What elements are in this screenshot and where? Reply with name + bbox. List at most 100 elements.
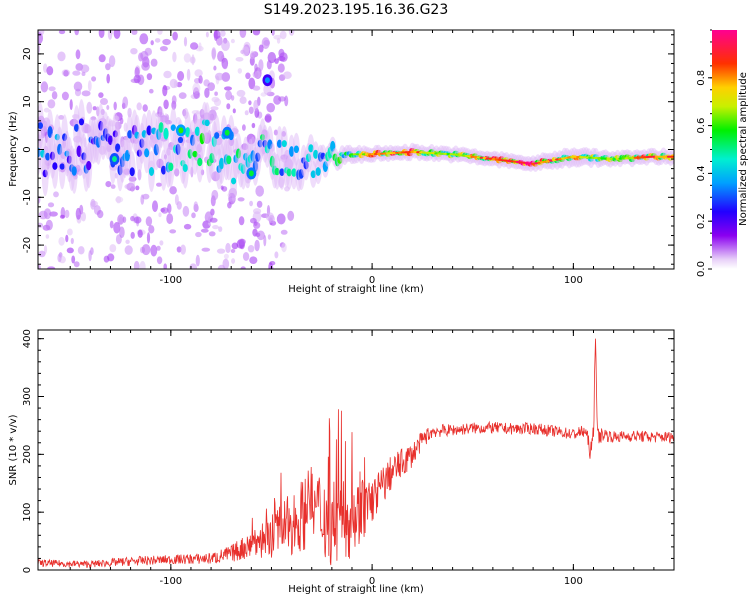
heatmap-speckle	[159, 240, 164, 246]
heatmap-cell	[281, 140, 287, 148]
colorbar-gradient	[712, 30, 737, 269]
heatmap-speckle	[254, 63, 258, 72]
heatmap-speckle	[64, 209, 70, 219]
heatmap-speckle	[148, 225, 155, 234]
heatmap-cell	[161, 165, 167, 175]
heatmap-speckle	[280, 229, 288, 235]
heatmap-speckle	[160, 207, 165, 213]
heatmap-speckle	[250, 217, 257, 224]
heatmap-speckle	[284, 95, 289, 107]
heatmap-speckle	[263, 39, 271, 46]
heatmap-speckle	[268, 215, 275, 224]
heatmap-cell	[115, 143, 121, 152]
heatmap-speckle	[113, 101, 117, 111]
heatmap-speckle	[268, 262, 273, 269]
heatmap-speckle	[46, 66, 54, 76]
heatmap-speckle	[244, 110, 249, 116]
heatmap-speckle	[237, 238, 246, 245]
heatmap-speckle	[266, 59, 272, 70]
heatmap-speckle	[51, 91, 58, 100]
heatmap-cell	[231, 177, 237, 185]
heatmap-speckle	[249, 200, 254, 207]
heatmap-speckle	[266, 102, 276, 113]
heatmap-speckle	[162, 38, 171, 46]
heatmap-speckle	[224, 86, 232, 91]
heatmap-speckle	[276, 213, 286, 225]
chart-title: S149.2023.195.16.36.G23	[264, 2, 449, 18]
heatmap-speckle	[163, 99, 169, 110]
heatmap-speckle	[163, 70, 172, 79]
spectrogram-x-axis-label: Height of straight line (km)	[288, 284, 424, 295]
heatmap-speckle	[130, 48, 138, 55]
heatmap-cell	[226, 155, 232, 165]
heatmap-speckle	[238, 216, 245, 226]
heatmap-cell	[52, 162, 58, 170]
heatmap-speckle	[223, 253, 229, 259]
snr-x-axis-label: Height of straight line (km)	[288, 584, 424, 595]
heatmap-cell	[148, 167, 155, 176]
heatmap-speckle	[80, 64, 90, 73]
heatmap-speckle	[249, 256, 258, 265]
heatmap-cell	[274, 167, 280, 176]
heatmap-blob	[224, 129, 230, 136]
snr-frame	[37, 329, 675, 571]
heatmap-speckle	[137, 229, 143, 238]
heatmap-speckle	[195, 231, 202, 238]
heatmap-speckle	[136, 102, 142, 111]
snr-axes: -100 0 100 0 100 200 300 400	[22, 329, 675, 587]
heatmap-speckle	[171, 95, 177, 105]
heatmap-speckle	[237, 197, 245, 202]
heatmap-speckle	[63, 70, 69, 77]
heatmap-speckle	[100, 98, 108, 105]
heatmap-cell	[38, 122, 43, 129]
heatmap-speckle	[267, 234, 271, 240]
heatmap-speckle	[225, 242, 231, 254]
heatmap-speckle	[230, 95, 235, 101]
heatmap-speckle	[162, 84, 168, 97]
heatmap-cell	[214, 132, 220, 139]
heatmap-speckle	[141, 244, 151, 256]
heatmap-speckle	[43, 107, 50, 113]
colorbar-tick-label: 0.2	[696, 213, 707, 229]
heatmap-speckle	[98, 54, 106, 63]
heatmap-speckle	[211, 189, 219, 201]
heatmap-speckle	[146, 232, 151, 244]
heatmap-speckle	[180, 244, 187, 255]
snr-x-tick-label: 0	[369, 576, 375, 587]
heatmap-speckle	[254, 70, 261, 79]
snr-x-tick-label: 100	[564, 576, 583, 587]
heatmap-speckle	[258, 44, 264, 53]
heatmap-speckle	[278, 48, 285, 58]
heatmap-speckle	[190, 42, 199, 50]
heatmap-speckle	[253, 99, 259, 112]
heatmap-speckle	[38, 44, 41, 54]
heatmap-speckle	[73, 261, 80, 268]
heatmap-speckle	[209, 217, 218, 223]
heatmap-blob	[248, 170, 254, 177]
heatmap-speckle	[277, 63, 285, 73]
heatmap-cell	[177, 136, 184, 144]
heatmap-speckle	[256, 200, 263, 208]
heatmap-cell	[315, 167, 321, 176]
colorbar-tick-label: 0.8	[696, 70, 707, 86]
heatmap-speckle	[183, 223, 192, 230]
heatmap-cell	[291, 168, 297, 177]
heatmap-speckle	[198, 75, 203, 84]
heatmap-speckle	[271, 30, 275, 36]
heatmap-speckle	[248, 106, 254, 115]
heatmap-speckle	[225, 90, 233, 101]
heatmap-speckle	[287, 210, 295, 221]
heatmap-speckle	[113, 30, 121, 39]
heatmap-speckle	[240, 266, 246, 269]
heatmap-speckle	[133, 74, 141, 84]
heatmap-cell	[194, 126, 200, 136]
heatmap-speckle	[48, 86, 56, 92]
heatmap-cell	[276, 139, 283, 148]
heatmap-speckle	[248, 77, 256, 90]
heatmap-speckle	[38, 222, 44, 228]
heatmap-speckle	[243, 41, 251, 53]
heatmap-speckle	[58, 30, 66, 35]
